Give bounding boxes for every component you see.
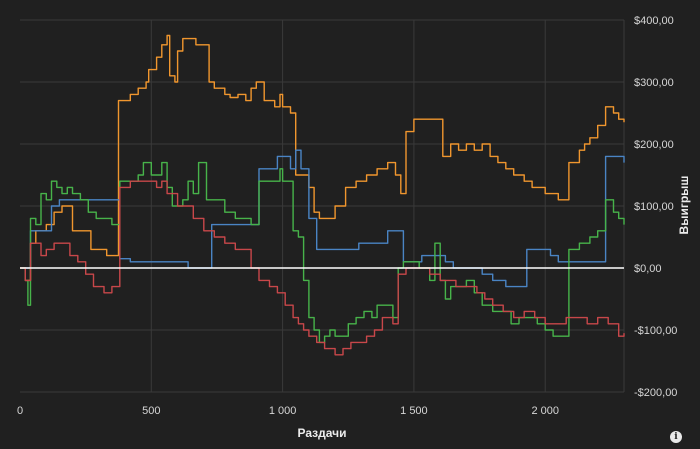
- y-tick-label: -$100,00: [634, 325, 677, 337]
- x-tick-label: 0: [17, 405, 23, 417]
- grid: [20, 19, 625, 393]
- series-line-1: [20, 34, 625, 282]
- y-tick-label: $300,00: [634, 77, 674, 89]
- series-line-2: [20, 149, 625, 288]
- x-tick-label: 1 000: [269, 405, 297, 417]
- x-axis-title: Раздачи: [298, 426, 347, 440]
- y-tick-label: $200,00: [634, 139, 674, 151]
- x-axis-ticks: 0 500 1 000 1 500 2 000: [17, 405, 559, 417]
- info-icon[interactable]: i: [670, 431, 682, 443]
- x-tick-label: 2 000: [531, 405, 559, 417]
- y-tick-label: -$200,00: [634, 387, 677, 399]
- series-layer: [20, 34, 625, 356]
- y-axis-ticks: $400,00 $300,00 $200,00 $100,00 $0,00 -$100,0…: [634, 15, 677, 399]
- y-tick-label: $100,00: [634, 201, 674, 213]
- series-line-3: [20, 161, 625, 344]
- y-tick-label: $0,00: [634, 263, 662, 275]
- x-tick-label: 500: [142, 405, 160, 417]
- x-tick-label: 1 500: [400, 405, 428, 417]
- series-line-4: [20, 180, 625, 356]
- y-axis-title: Выигрыш: [677, 176, 691, 235]
- y-tick-label: $400,00: [634, 15, 674, 27]
